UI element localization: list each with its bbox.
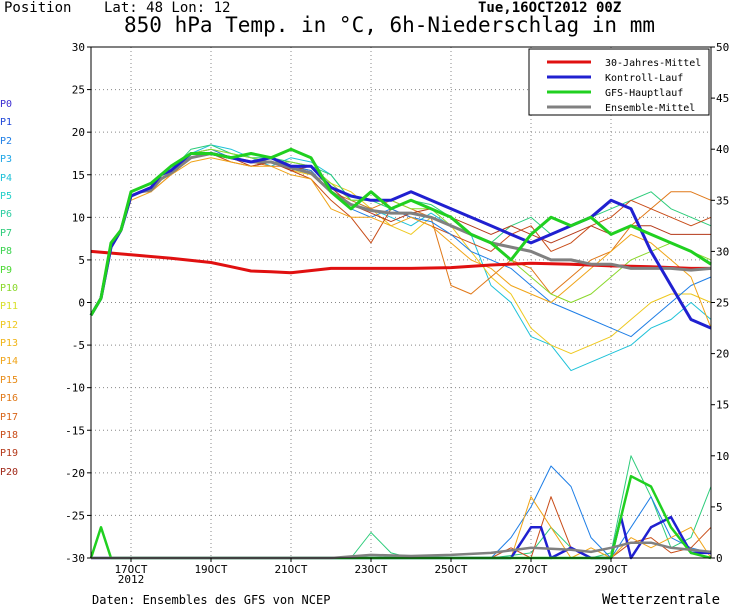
y-tick-label-left: -5 — [72, 339, 85, 352]
y-tick-label-right: 20 — [716, 348, 729, 361]
y-tick-label-right: 5 — [716, 501, 723, 514]
x-tick-label: 21OCT — [274, 563, 307, 576]
legend: 30-Jahres-Mittel Kontroll-Lauf GFS-Hauptla… — [528, 48, 710, 116]
y-tick-label-left: -20 — [65, 467, 85, 480]
member-label: P13 — [0, 338, 19, 350]
legend-label: 30-Jahres-Mittel — [605, 58, 701, 69]
temp-line-ensemble-mean — [89, 152, 712, 317]
legend-label: GFS-Hauptlauf — [605, 88, 683, 99]
member-label: P3 — [0, 154, 13, 166]
x-tick-label: 23OCT — [354, 563, 387, 576]
legend-label: Ensemble-Mittel — [605, 103, 695, 114]
chart-title: 850 hPa Temp. in °C, 6h-Niederschlag in … — [124, 13, 656, 37]
y-tick-label-right: 45 — [716, 92, 729, 105]
x-tick-label: 17OCT — [114, 563, 147, 576]
brand-label: Wetterzentrale — [602, 592, 721, 608]
member-label: P2 — [0, 135, 13, 147]
ensemble-member-list: P0 P1 P2 P3 P4 P5 P6 P7 P8 P9 P10 P11 P12 P13 P14 P15 P1… — [0, 96, 18, 482]
y-axis-ticks: 302520151050-5-10-15-20-25-3050454035302… — [65, 41, 729, 565]
legend-box — [528, 48, 710, 116]
x-tick-label: 27OCT — [514, 563, 547, 576]
temp-line-control — [89, 152, 712, 330]
member-label: P5 — [0, 190, 13, 202]
member-label: P10 — [0, 282, 19, 294]
member-label: P1 — [0, 117, 13, 129]
y-tick-label-left: 25 — [72, 84, 85, 97]
y-tick-label-right: 40 — [716, 143, 729, 156]
member-label: P4 — [0, 172, 13, 184]
y-tick-label-right: 15 — [716, 399, 729, 412]
precip-line — [91, 541, 712, 560]
y-tick-label-right: 25 — [716, 297, 729, 310]
lat-lon-label: Lat: 48 Lon: 12 — [104, 0, 231, 16]
legend-label: Kontroll-Lauf — [605, 73, 683, 84]
member-label: P16 — [0, 393, 19, 405]
y-tick-label-left: 5 — [78, 254, 85, 267]
y-tick-label-left: -30 — [65, 552, 85, 565]
member-label: P11 — [0, 301, 19, 313]
member-label: P19 — [0, 448, 19, 460]
x-tick-label: 19OCT — [194, 563, 227, 576]
temp-line-climate — [90, 249, 711, 275]
y-tick-label-right: 35 — [716, 194, 729, 207]
y-tick-label-right: 50 — [716, 41, 729, 54]
member-label: P20 — [0, 466, 19, 478]
member-label: P14 — [0, 356, 19, 368]
member-label: P6 — [0, 209, 13, 221]
y-tick-label-right: 10 — [716, 450, 729, 463]
run-date-label: Tue,16OCT2012 00Z — [478, 0, 622, 16]
x-tick-label: 29OCT — [594, 563, 627, 576]
y-tick-label-left: -15 — [65, 424, 85, 437]
member-label: P12 — [0, 319, 19, 331]
member-label: P7 — [0, 227, 13, 239]
y-tick-label-right: 30 — [716, 245, 729, 258]
y-tick-label-left: 15 — [72, 169, 85, 182]
y-tick-label-left: 10 — [72, 211, 85, 224]
y-tick-label-left: 0 — [78, 297, 85, 310]
x-axis-ticks: 17OCT 19OCT 21OCT 23OCT 25OCT 27OCT 29OCT 2012 — [114, 558, 628, 586]
x-tick-label: 25OCT — [434, 563, 467, 576]
y-tick-label-left: -10 — [65, 382, 85, 395]
member-label: P18 — [0, 430, 19, 442]
year-label: 2012 — [118, 573, 145, 586]
member-label: P8 — [0, 246, 13, 258]
y-tick-label-right: 0 — [716, 552, 723, 565]
data-credit: Daten: Ensembles des GFS von NCEP — [92, 593, 331, 607]
temperature-series — [89, 144, 712, 372]
position-label: Position — [4, 0, 72, 16]
temp-line-gfs-main — [89, 147, 712, 317]
y-tick-label-left: -25 — [65, 509, 85, 522]
member-label: P9 — [0, 264, 13, 276]
y-tick-label-left: 20 — [72, 126, 85, 139]
member-label: P17 — [0, 411, 19, 423]
member-label: P15 — [0, 374, 19, 386]
y-tick-label-left: 30 — [72, 41, 85, 54]
member-label: P0 — [0, 99, 13, 110]
